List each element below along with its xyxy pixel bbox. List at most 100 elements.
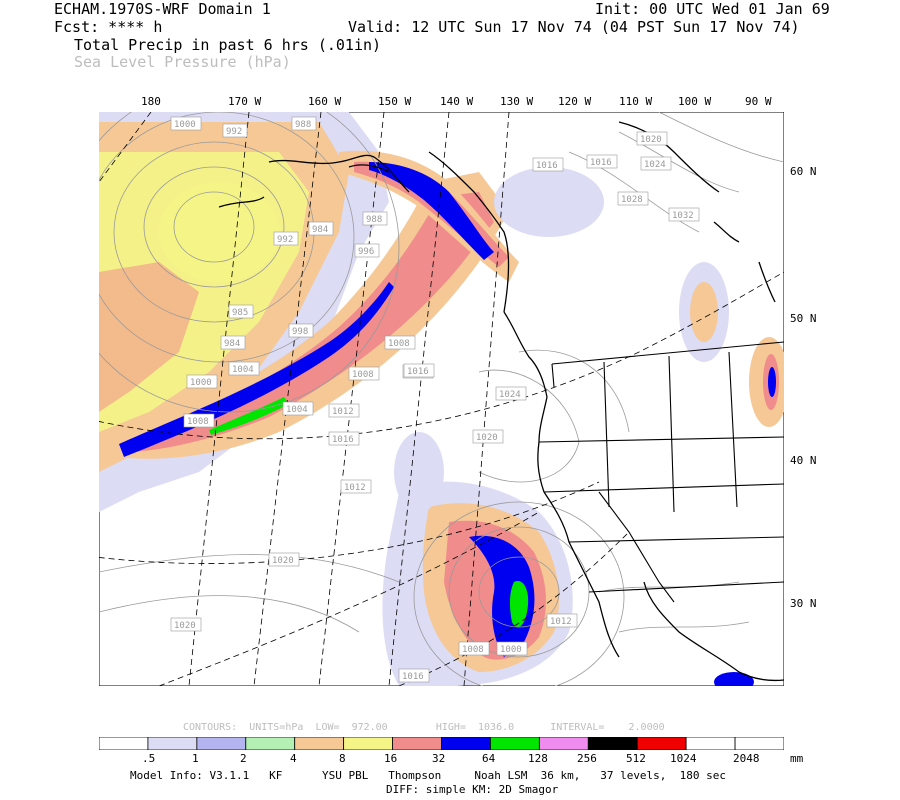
svg-text:984: 984 xyxy=(312,225,328,235)
isobar-label: 998 xyxy=(288,323,314,338)
contour-info: CONTOURS: UNITS=hPa LOW= 972.00 HIGH= 10… xyxy=(183,722,665,733)
isobar-label: 1008 xyxy=(183,413,215,428)
model-info: Model Info: V3.1.1 KF YSU PBL Thompson N… xyxy=(130,769,727,782)
svg-text:1008: 1008 xyxy=(388,339,410,349)
model-title: ECHAM.1970S-WRF Domain 1 xyxy=(54,0,271,18)
svg-text:1000: 1000 xyxy=(190,378,212,388)
svg-text:985: 985 xyxy=(232,308,248,318)
colorbar-swatch xyxy=(538,737,589,750)
isobar-label: 1028 xyxy=(617,191,649,206)
svg-text:998: 998 xyxy=(292,327,308,337)
colorbar-swatch xyxy=(294,737,345,750)
isobar-label: 1000 xyxy=(170,116,202,131)
colorbar-label: 1024 xyxy=(670,752,697,765)
colorbar-swatch xyxy=(490,737,540,750)
svg-text:1012: 1012 xyxy=(344,483,366,493)
svg-text:1016: 1016 xyxy=(332,435,354,445)
svg-text:1024: 1024 xyxy=(499,390,521,400)
svg-text:1008: 1008 xyxy=(187,417,209,427)
field-slp-title: Sea Level Pressure (hPa) xyxy=(74,53,291,71)
lat-label: 60 N xyxy=(790,165,817,178)
colorbar-swatch xyxy=(587,737,638,750)
colorbar-swatch xyxy=(196,737,247,750)
colorbar-label: 8 xyxy=(339,752,346,765)
colorbar-label: 32 xyxy=(432,752,446,765)
field-precip-title: Total Precip in past 6 hrs (.01in) xyxy=(74,36,382,54)
svg-text:1020: 1020 xyxy=(476,433,498,443)
precip-slp-map: 1000 992 988 984 992 996 988 985 998 984… xyxy=(99,112,784,686)
lat-label: 30 N xyxy=(790,597,817,610)
colorbar-label: .5 xyxy=(142,752,156,765)
isobar-label: 1012 xyxy=(546,613,578,628)
colorbar-swatch xyxy=(99,737,149,750)
svg-text:1012: 1012 xyxy=(332,407,354,417)
svg-text:992: 992 xyxy=(277,235,293,245)
diffusion-info: DIFF: simple KM: 2D Smagor xyxy=(386,783,559,796)
isobar-label: 992 xyxy=(222,123,248,138)
lon-label: 120 W xyxy=(558,95,592,108)
colorbar-swatch xyxy=(685,737,736,750)
isobar-label: 1008 xyxy=(458,641,490,656)
isobar-label: 1000 xyxy=(496,641,528,656)
political-boundaries xyxy=(538,341,784,603)
isobar-label: 1012 xyxy=(340,479,372,494)
precip-alaska-coast xyxy=(339,150,519,282)
svg-text:1004: 1004 xyxy=(232,365,254,375)
forecast-hour: Fcst: **** h xyxy=(54,18,163,36)
svg-text:1000: 1000 xyxy=(174,120,196,130)
isobar-label: 1016 xyxy=(532,157,564,172)
isobar-label: 1024 xyxy=(495,386,527,401)
svg-text:1016: 1016 xyxy=(590,158,612,168)
colorbar-swatch xyxy=(392,737,442,750)
svg-text:1008: 1008 xyxy=(462,645,484,655)
colorbar-swatch xyxy=(441,737,491,750)
svg-text:992: 992 xyxy=(226,127,242,137)
isobar-label: 1016 xyxy=(328,431,360,446)
isobar-label: 1004 xyxy=(282,401,314,416)
colorbar-label: 512 xyxy=(626,752,646,765)
svg-text:1024: 1024 xyxy=(644,160,666,170)
colorbar-label: 2 xyxy=(240,752,247,765)
svg-text:1000: 1000 xyxy=(500,645,522,655)
isobar-label: 988 xyxy=(291,116,317,131)
isobar-label: 984 xyxy=(308,221,334,236)
isobar-label: 1032 xyxy=(668,207,700,222)
isobar-label: 1020 xyxy=(472,429,504,444)
lon-label: 130 W xyxy=(500,95,534,108)
lat-label: 40 N xyxy=(790,454,817,467)
isobar-label: 984 xyxy=(220,335,246,350)
lon-label: 90 W xyxy=(745,95,772,108)
lon-label: 170 W xyxy=(228,95,262,108)
isobar-label: 1008 xyxy=(384,335,416,350)
isobar-label: 1020 xyxy=(170,617,202,632)
svg-text:1012: 1012 xyxy=(550,617,572,627)
precip-frontal-band xyxy=(119,172,509,459)
colorbar-swatch xyxy=(636,737,687,750)
isobar-label: 992 xyxy=(273,231,299,246)
lon-label: 100 W xyxy=(678,95,712,108)
colorbar-label: 2048 xyxy=(733,752,760,765)
svg-text:1020: 1020 xyxy=(640,135,662,145)
svg-text:1008: 1008 xyxy=(352,370,374,380)
colorbar-label: 256 xyxy=(577,752,597,765)
colorbar-swatch xyxy=(147,737,198,750)
lon-label: 110 W xyxy=(619,95,653,108)
isobar-label: 1016 xyxy=(403,363,435,378)
colorbar-units: mm xyxy=(790,752,804,765)
svg-text:984: 984 xyxy=(224,339,240,349)
valid-time: Valid: 12 UTC Sun 17 Nov 74 (04 PST Sun … xyxy=(348,18,800,36)
isobar-label: 1000 xyxy=(186,374,218,389)
isobar-label: 1016 xyxy=(398,668,430,683)
precip-pacific-south xyxy=(382,481,573,686)
isobar-label: 1012 xyxy=(328,403,360,418)
isobar-label: 1008 xyxy=(348,366,380,381)
isobar-label: 985 xyxy=(228,304,254,319)
colorbar-label: 16 xyxy=(384,752,398,765)
coastlines xyxy=(218,121,784,682)
colorbar-swatch xyxy=(734,737,784,750)
colorbar-swatch xyxy=(343,737,393,750)
isobar-labels: 1000 992 988 984 992 996 988 985 998 984… xyxy=(170,116,700,683)
graticule xyxy=(99,112,784,686)
colorbar-label: 1 xyxy=(192,752,199,765)
colorbar-swatch xyxy=(245,737,296,750)
